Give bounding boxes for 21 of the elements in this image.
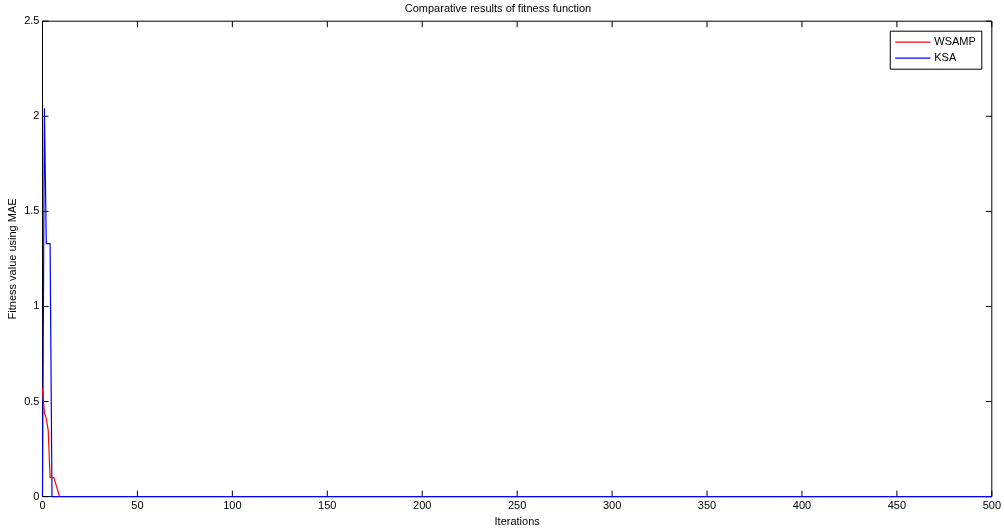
- y-tick-label: 1.5: [24, 204, 40, 217]
- x-tick-label: 300: [602, 499, 622, 512]
- y-tick-label: 0: [33, 489, 40, 502]
- y-tick-label: 2: [33, 109, 40, 122]
- legend-label: WSAMP: [934, 35, 976, 48]
- chart-title: Comparative results of fitness function: [404, 1, 592, 14]
- y-tick-label: 2.5: [24, 14, 40, 27]
- x-tick-label: 50: [131, 499, 144, 512]
- x-tick-label: 250: [507, 499, 527, 512]
- legend-label: KSA: [934, 51, 957, 64]
- y-tick-label: 1: [33, 299, 40, 312]
- x-tick-label: 100: [223, 499, 242, 512]
- x-tick-label: 200: [413, 499, 432, 512]
- x-tick-label: 350: [697, 499, 717, 512]
- x-tick-label: 400: [792, 499, 812, 512]
- x-tick-label: 150: [318, 499, 337, 512]
- x-tick-label: 500: [982, 499, 1001, 512]
- y-axis-title: Fitness value using MAE: [5, 198, 18, 320]
- y-tick-label: 0.5: [24, 394, 40, 407]
- x-axis-title: Iterations: [494, 515, 541, 528]
- x-tick-label: 450: [887, 499, 907, 512]
